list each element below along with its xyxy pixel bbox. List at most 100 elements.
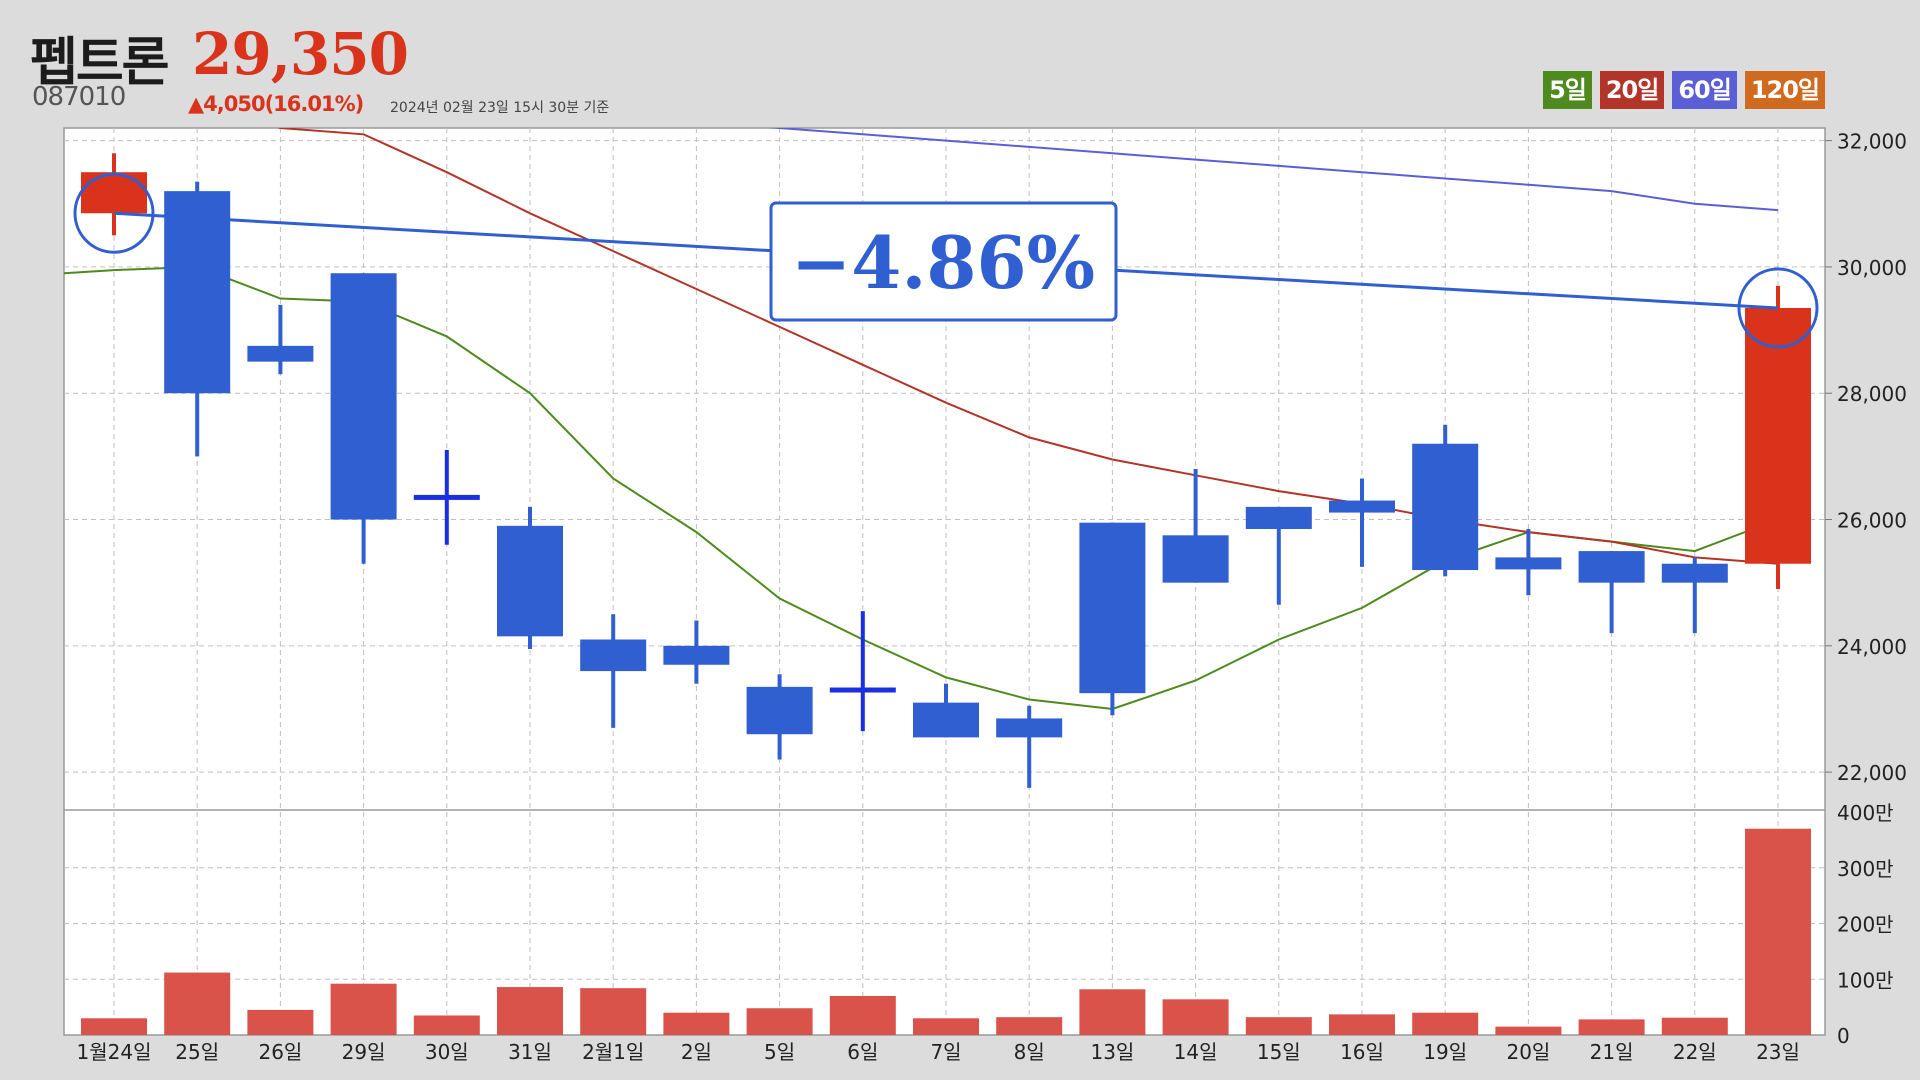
candle-body [1329, 500, 1395, 513]
candle [330, 273, 397, 564]
volume-bar [1079, 989, 1146, 1035]
x-tick-label: 7일 [930, 1040, 961, 1064]
candle-body [81, 172, 147, 214]
volume-tick-label: 0 [1837, 1024, 1850, 1048]
candle [996, 705, 1063, 788]
volume-bar [497, 987, 563, 1035]
volume-bar [663, 1012, 730, 1035]
y-tick-label: 28,000 [1837, 382, 1907, 406]
candle-body [1745, 307, 1811, 564]
y-tick-label: 22,000 [1837, 761, 1907, 785]
candle-body [1661, 563, 1728, 583]
x-tick-label: 22일 [1673, 1040, 1717, 1064]
axes: 32,000 30,000 28,000 26,000 24,000 22,000 400만… [77, 130, 1907, 1064]
volume-tick-label: 100만 [1837, 968, 1894, 992]
x-tick-label: 8일 [1014, 1040, 1045, 1064]
volume-bar [1661, 1017, 1728, 1035]
volume-tick-label: 400만 [1837, 801, 1894, 825]
candle-body [1079, 522, 1146, 694]
moving-average-legend: 5일 20일 60일 120일 [1543, 71, 1825, 109]
x-tick-label: 1월24일 [77, 1040, 152, 1064]
x-tick-label: 15일 [1257, 1040, 1301, 1064]
y-tick-label: 30,000 [1837, 256, 1907, 280]
volume-bar [330, 983, 397, 1035]
candle-body [913, 702, 979, 738]
x-tick-label: 6일 [847, 1040, 878, 1064]
trend-end-marker [1737, 267, 1819, 349]
x-tick-label: 2일 [681, 1040, 712, 1064]
ma-legend-120[interactable]: 120일 [1744, 71, 1825, 109]
ma5-line [64, 265, 1779, 711]
candle [1079, 522, 1146, 716]
x-tick-label: 13일 [1090, 1040, 1134, 1064]
candle [1495, 528, 1562, 596]
volume-bar [164, 972, 231, 1035]
candle [413, 450, 480, 545]
candle [1745, 285, 1811, 589]
candle-body [1412, 443, 1479, 571]
y-tick-label: 32,000 [1837, 130, 1907, 154]
ma-legend-20[interactable]: 20일 [1599, 71, 1665, 109]
volume-bar [1329, 1014, 1395, 1035]
ma-legend-60[interactable]: 60일 [1672, 71, 1737, 109]
trendline-annotation: −4.86% [73, 172, 1819, 349]
volume-bar [247, 1009, 314, 1035]
price-change: ▲4,050(16.01%) [188, 92, 364, 116]
volume-bar [1245, 1017, 1312, 1035]
x-tick-label: 26일 [258, 1040, 302, 1064]
x-tick-label: 20일 [1506, 1040, 1550, 1064]
candle [913, 683, 979, 738]
candle [1578, 551, 1645, 634]
candle [1661, 557, 1728, 634]
stock-name: 펩트론 [30, 33, 170, 93]
annotation-label: −4.86% [791, 220, 1095, 305]
candle-body [247, 345, 314, 362]
volume-bar [1495, 1026, 1562, 1035]
candle [1329, 478, 1395, 567]
volume-bars [81, 828, 1811, 1035]
x-tick-label: 21일 [1590, 1040, 1634, 1064]
candle-body [580, 639, 647, 672]
y-tick-label: 26,000 [1837, 509, 1907, 533]
candle-body [996, 718, 1063, 738]
volume-tick-label: 300만 [1837, 857, 1894, 881]
candle [497, 506, 563, 649]
x-tick-label: 23일 [1756, 1040, 1800, 1064]
x-tick-label: 16일 [1340, 1040, 1384, 1064]
candle [247, 304, 314, 375]
x-tick-label: 25일 [175, 1040, 219, 1064]
volume-bar [913, 1018, 979, 1035]
stock-code: 087010 [32, 82, 126, 112]
candle-body [497, 525, 563, 637]
x-tick-label: 2월1일 [582, 1040, 644, 1064]
x-tick-label: 5일 [764, 1040, 795, 1064]
candle-body [413, 494, 480, 500]
trend-start-marker [73, 172, 155, 254]
y-tick-label: 24,000 [1837, 635, 1907, 659]
x-tick-label: 19일 [1423, 1040, 1467, 1064]
annotation-box [769, 201, 1118, 322]
candle-body [829, 687, 896, 693]
ma-legend-5[interactable]: 5일 [1543, 71, 1592, 109]
volume-bar [829, 995, 896, 1035]
volume-bar [1578, 1019, 1645, 1035]
candle [1245, 506, 1312, 605]
candle [746, 674, 813, 760]
volume-bar [1412, 1012, 1479, 1035]
volume-tick-label: 200만 [1837, 913, 1894, 937]
volume-bar [81, 1018, 147, 1035]
candle [164, 181, 231, 457]
volume-bar [746, 1008, 813, 1035]
current-price: 29,350 [192, 20, 409, 88]
candlesticks [81, 153, 1811, 788]
volume-bar [1162, 999, 1229, 1035]
x-tick-label: 31일 [508, 1040, 552, 1064]
candle-body [1578, 551, 1645, 583]
candle-body [663, 645, 730, 665]
ma20-line [277, 128, 1779, 565]
stock-header: 펩트론 29,350 087010 ▲4,050(16.01%) 2024년 0… [0, 0, 1920, 130]
volume-bar [580, 988, 647, 1035]
candle-body [746, 686, 813, 735]
candle-body [1162, 535, 1229, 583]
